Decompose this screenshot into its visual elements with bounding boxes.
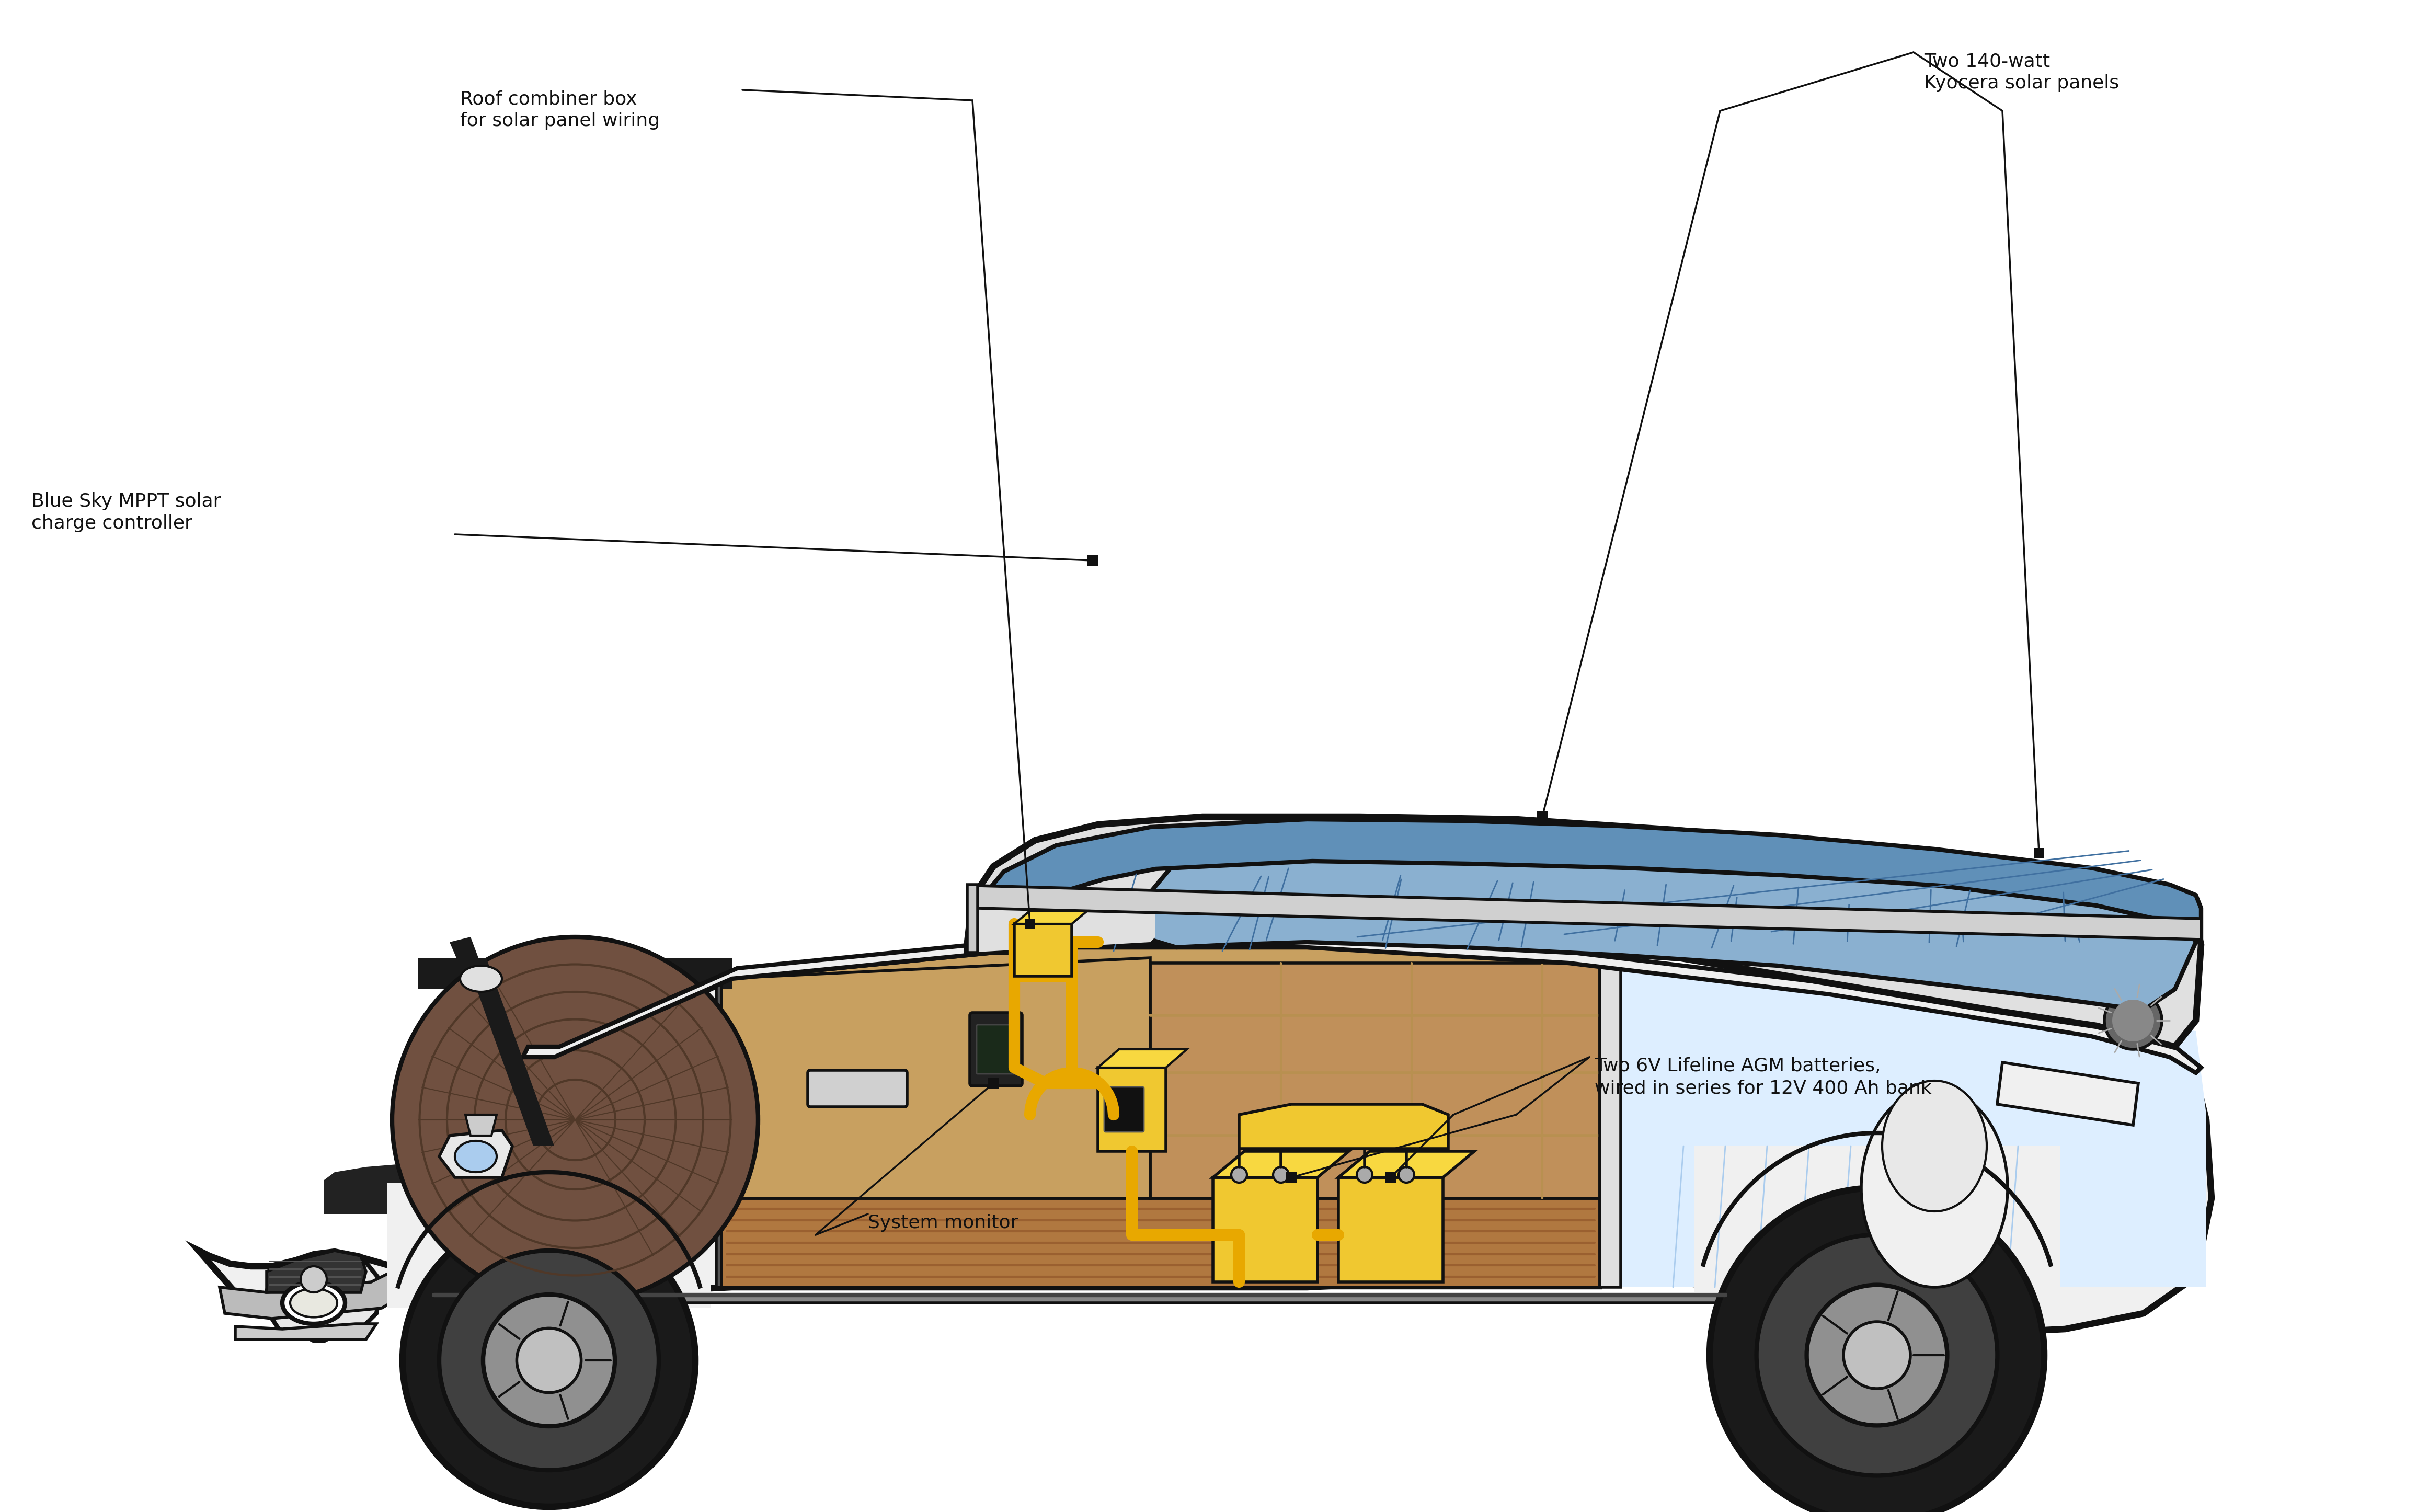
- Circle shape: [1356, 1167, 1373, 1182]
- FancyBboxPatch shape: [969, 1013, 1022, 1086]
- Polygon shape: [967, 895, 1155, 953]
- FancyBboxPatch shape: [1213, 1178, 1317, 1282]
- Polygon shape: [976, 897, 2202, 939]
- Circle shape: [1844, 1321, 1909, 1388]
- Polygon shape: [723, 957, 1150, 1199]
- Polygon shape: [723, 1199, 1600, 1287]
- FancyBboxPatch shape: [1105, 1087, 1143, 1132]
- Polygon shape: [1015, 910, 1088, 924]
- Polygon shape: [1213, 1151, 1349, 1178]
- Polygon shape: [324, 1139, 2207, 1214]
- Ellipse shape: [454, 1140, 495, 1172]
- Text: Two 140-watt
Kyocera solar panels: Two 140-watt Kyocera solar panels: [1924, 53, 2120, 92]
- Polygon shape: [1097, 1049, 1187, 1067]
- FancyBboxPatch shape: [1339, 1178, 1443, 1282]
- Polygon shape: [440, 1131, 512, 1178]
- Polygon shape: [198, 948, 2212, 1340]
- Polygon shape: [450, 937, 486, 978]
- Polygon shape: [435, 1296, 1776, 1325]
- Polygon shape: [522, 937, 2202, 1074]
- Ellipse shape: [392, 937, 759, 1303]
- Polygon shape: [234, 1325, 377, 1340]
- Polygon shape: [967, 816, 2202, 1046]
- Polygon shape: [976, 886, 2202, 939]
- Polygon shape: [1240, 1104, 1448, 1149]
- Text: System monitor: System monitor: [868, 1214, 1018, 1232]
- Bar: [1088, 555, 1097, 565]
- Circle shape: [440, 1250, 660, 1470]
- Bar: [1025, 919, 1034, 928]
- Polygon shape: [445, 1057, 522, 1246]
- Polygon shape: [418, 957, 732, 989]
- Polygon shape: [466, 957, 553, 1146]
- Bar: [989, 1078, 998, 1089]
- Bar: [1537, 812, 1547, 823]
- Circle shape: [1230, 1167, 1247, 1182]
- Bar: [1385, 1172, 1397, 1182]
- Polygon shape: [266, 1250, 365, 1293]
- Polygon shape: [387, 1182, 711, 1308]
- Ellipse shape: [290, 1288, 338, 1317]
- Circle shape: [1757, 1235, 1996, 1476]
- Text: Roof combiner box
for solar panel wiring: Roof combiner box for solar panel wiring: [459, 89, 660, 130]
- Ellipse shape: [1883, 1081, 1987, 1211]
- Text: Blue Sky MPPT solar
charge controller: Blue Sky MPPT solar charge controller: [31, 493, 220, 532]
- Polygon shape: [1150, 823, 2197, 1010]
- Ellipse shape: [459, 966, 503, 992]
- Circle shape: [483, 1294, 614, 1426]
- Polygon shape: [1600, 963, 1622, 1287]
- Polygon shape: [715, 978, 723, 1287]
- Polygon shape: [1339, 1151, 1474, 1178]
- Circle shape: [300, 1266, 326, 1293]
- Circle shape: [1805, 1285, 1948, 1426]
- Polygon shape: [1996, 1063, 2139, 1125]
- Bar: [1286, 1172, 1296, 1182]
- Circle shape: [2105, 992, 2161, 1049]
- Ellipse shape: [283, 1282, 346, 1325]
- FancyBboxPatch shape: [1097, 1067, 1165, 1151]
- Polygon shape: [1694, 1146, 2059, 1293]
- Polygon shape: [476, 1057, 549, 1247]
- FancyBboxPatch shape: [1015, 924, 1071, 977]
- Text: Two 6V Lifeline AGM batteries,
wired in series for 12V 400 Ah bank: Two 6V Lifeline AGM batteries, wired in …: [1595, 1057, 1931, 1096]
- Polygon shape: [466, 1114, 495, 1136]
- Polygon shape: [220, 1272, 418, 1318]
- FancyBboxPatch shape: [807, 1070, 906, 1107]
- Circle shape: [1399, 1167, 1414, 1182]
- Polygon shape: [1150, 963, 1600, 1199]
- Ellipse shape: [1861, 1089, 2009, 1287]
- FancyBboxPatch shape: [976, 1025, 1015, 1074]
- Polygon shape: [408, 1046, 553, 1250]
- Polygon shape: [1622, 963, 2207, 1287]
- Polygon shape: [266, 1250, 382, 1334]
- Circle shape: [404, 1214, 696, 1507]
- Polygon shape: [967, 885, 976, 953]
- Circle shape: [1274, 1167, 1288, 1182]
- Polygon shape: [723, 948, 1600, 1287]
- Circle shape: [1709, 1188, 2045, 1512]
- Circle shape: [2112, 999, 2154, 1042]
- Polygon shape: [976, 820, 2202, 953]
- Bar: [2033, 848, 2045, 859]
- Circle shape: [517, 1328, 580, 1393]
